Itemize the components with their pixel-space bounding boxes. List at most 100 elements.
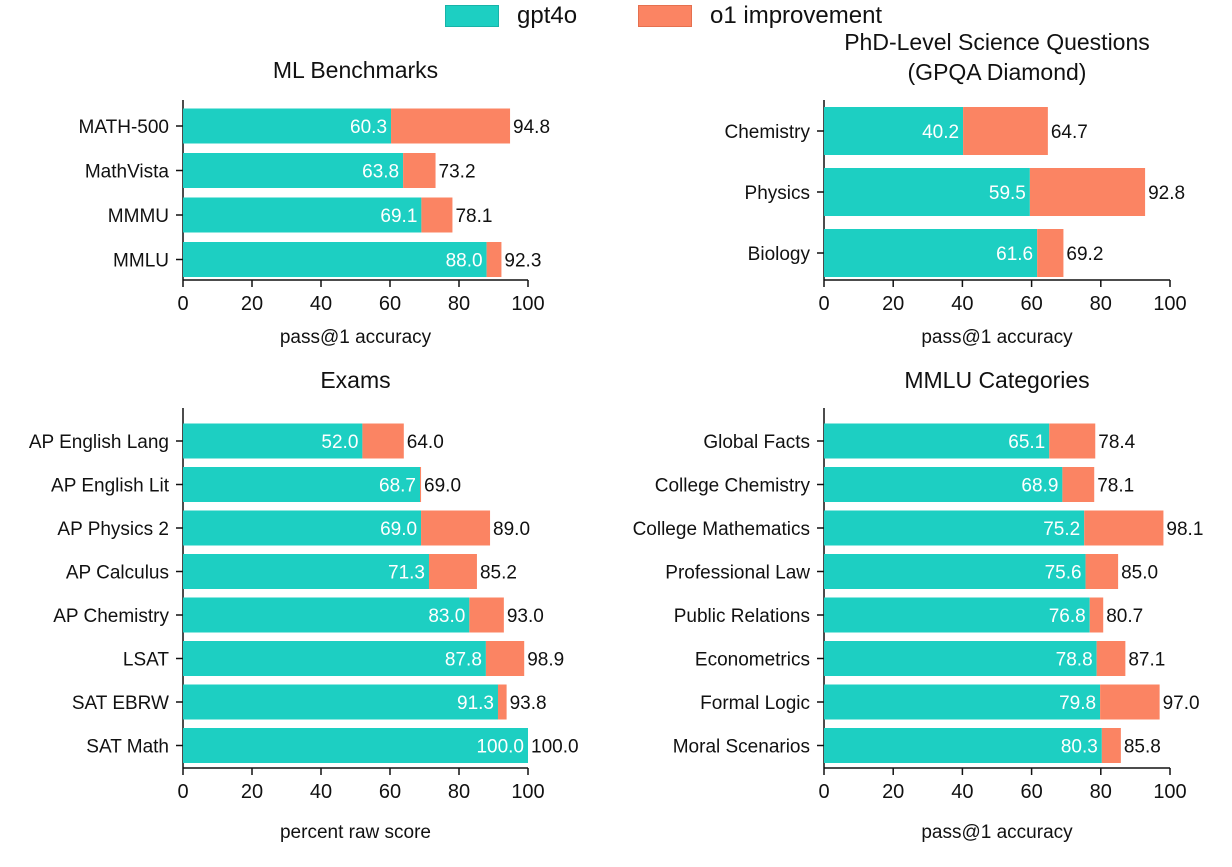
bar-o1-improvement-ap-physics-2 <box>421 510 491 546</box>
x-tick-label: 60 <box>1020 781 1042 803</box>
category-label-moral-scenarios: Moral Scenarios <box>673 737 810 758</box>
data-label-o1: 69.2 <box>1066 244 1103 265</box>
x-tick-label: 0 <box>818 781 829 803</box>
x-axis-label: pass@1 accuracy <box>921 822 1073 843</box>
x-tick-label: 0 <box>177 293 188 315</box>
bar-gpt4o-lsat <box>183 641 486 676</box>
x-axis-label: pass@1 accuracy <box>280 327 432 348</box>
bar-gpt4o-ap-chemistry <box>183 597 470 633</box>
category-label-ap-english-lang: AP English Lang <box>29 432 169 453</box>
data-label-gpt4o: 78.8 <box>1056 650 1093 671</box>
category-label-sat-math: SAT Math <box>86 737 169 758</box>
data-label-o1: 94.8 <box>513 117 550 138</box>
data-label-gpt4o: 65.1 <box>1008 432 1045 453</box>
x-tick-label: 20 <box>882 293 904 315</box>
x-tick-label: 0 <box>177 781 188 803</box>
data-label-gpt4o: 60.3 <box>350 117 387 138</box>
data-label-gpt4o: 69.1 <box>380 206 417 227</box>
data-label-gpt4o: 75.6 <box>1045 563 1082 584</box>
category-label-sat-ebrw: SAT EBRW <box>72 693 169 714</box>
data-label-gpt4o: 59.5 <box>989 183 1026 204</box>
x-tick-label: 40 <box>310 293 332 315</box>
bar-o1-improvement-moral-scenarios <box>1101 728 1121 763</box>
bar-o1-improvement-sat-ebrw <box>497 684 507 720</box>
data-label-o1: 92.3 <box>504 251 541 272</box>
category-label-econometrics: Econometrics <box>695 650 810 671</box>
category-label-mmmu: MMMU <box>108 206 169 227</box>
x-tick-label: 100 <box>511 781 544 803</box>
data-label-gpt4o: 100.0 <box>476 737 524 758</box>
chart-title: MMLU Categories <box>904 367 1089 393</box>
bar-gpt4o-ap-english-lang <box>183 423 363 459</box>
data-label-gpt4o: 87.8 <box>445 650 482 671</box>
legend-swatch-gpt4o <box>445 5 499 27</box>
category-label-biology: Biology <box>748 244 811 265</box>
bar-o1-improvement-biology <box>1037 229 1064 277</box>
data-label-gpt4o: 69.0 <box>380 519 417 540</box>
bar-o1-improvement-chemistry <box>963 107 1048 155</box>
chart-title: ML Benchmarks <box>273 57 438 83</box>
category-label-ap-english-lit: AP English Lit <box>51 476 170 497</box>
x-tick-label: 60 <box>1020 293 1042 315</box>
x-tick-label: 0 <box>818 293 829 315</box>
data-label-o1: 98.1 <box>1166 519 1203 540</box>
legend-label-o1-improvement: o1 improvement <box>710 2 883 29</box>
bar-o1-improvement-professional-law <box>1085 554 1119 589</box>
bar-gpt4o-moral-scenarios <box>824 728 1102 763</box>
data-label-o1: 69.0 <box>424 476 461 497</box>
x-axis-label: pass@1 accuracy <box>921 327 1073 348</box>
data-label-o1: 93.8 <box>510 693 547 714</box>
x-tick-label: 40 <box>310 781 332 803</box>
category-label-lsat: LSAT <box>123 650 170 671</box>
legend-label-gpt4o: gpt4o <box>517 2 578 29</box>
chart-title: PhD-Level Science Questions <box>844 29 1150 55</box>
x-axis-label: percent raw score <box>280 822 431 843</box>
category-label-physics: Physics <box>745 183 810 204</box>
data-label-o1: 78.1 <box>1097 476 1134 497</box>
x-tick-label: 60 <box>379 781 401 803</box>
data-label-gpt4o: 68.7 <box>379 476 416 497</box>
data-label-gpt4o: 61.6 <box>996 244 1033 265</box>
x-tick-label: 80 <box>448 293 470 315</box>
data-label-o1: 78.1 <box>455 206 492 227</box>
x-tick-label: 100 <box>511 293 544 315</box>
data-label-o1: 78.4 <box>1098 432 1135 453</box>
bar-gpt4o-mmlu <box>183 242 487 277</box>
category-label-ap-chemistry: AP Chemistry <box>53 606 169 627</box>
data-label-o1: 87.1 <box>1128 650 1165 671</box>
x-tick-label: 20 <box>882 781 904 803</box>
data-label-o1: 97.0 <box>1163 693 1200 714</box>
bar-gpt4o-sat-ebrw <box>183 684 498 720</box>
data-label-gpt4o: 71.3 <box>388 563 425 584</box>
bar-gpt4o-professional-law <box>824 554 1086 589</box>
x-tick-label: 20 <box>241 293 263 315</box>
bar-o1-improvement-lsat <box>485 641 525 676</box>
bar-gpt4o-college-mathematics <box>824 510 1085 546</box>
data-label-o1: 85.2 <box>480 563 517 584</box>
bar-gpt4o-ap-english-lit <box>183 467 421 502</box>
bar-gpt4o-chemistry <box>824 107 964 155</box>
bar-gpt4o-mathvista <box>183 153 404 188</box>
bar-gpt4o-math-500 <box>183 108 392 144</box>
category-label-chemistry: Chemistry <box>724 122 810 143</box>
legend-item-o1-improvement: o1 improvement <box>638 2 882 30</box>
x-tick-label: 80 <box>1090 781 1112 803</box>
bar-o1-improvement-ap-chemistry <box>469 597 504 633</box>
bar-gpt4o-mmmu <box>183 197 422 233</box>
data-label-o1: 85.8 <box>1124 737 1161 758</box>
bar-o1-improvement-math-500 <box>391 108 511 144</box>
x-tick-label: 80 <box>448 781 470 803</box>
data-label-gpt4o: 76.8 <box>1049 606 1086 627</box>
x-tick-label: 100 <box>1153 293 1186 315</box>
data-label-gpt4o: 68.9 <box>1021 476 1058 497</box>
data-label-gpt4o: 63.8 <box>362 162 399 183</box>
data-label-gpt4o: 52.0 <box>321 432 358 453</box>
bar-gpt4o-physics <box>824 168 1030 216</box>
legend-item-gpt4o: gpt4o <box>445 2 577 30</box>
bar-gpt4o-ap-physics-2 <box>183 510 422 546</box>
bar-gpt4o-sat-math <box>183 728 528 763</box>
data-label-gpt4o: 40.2 <box>922 122 959 143</box>
bar-o1-improvement-physics <box>1029 168 1146 216</box>
